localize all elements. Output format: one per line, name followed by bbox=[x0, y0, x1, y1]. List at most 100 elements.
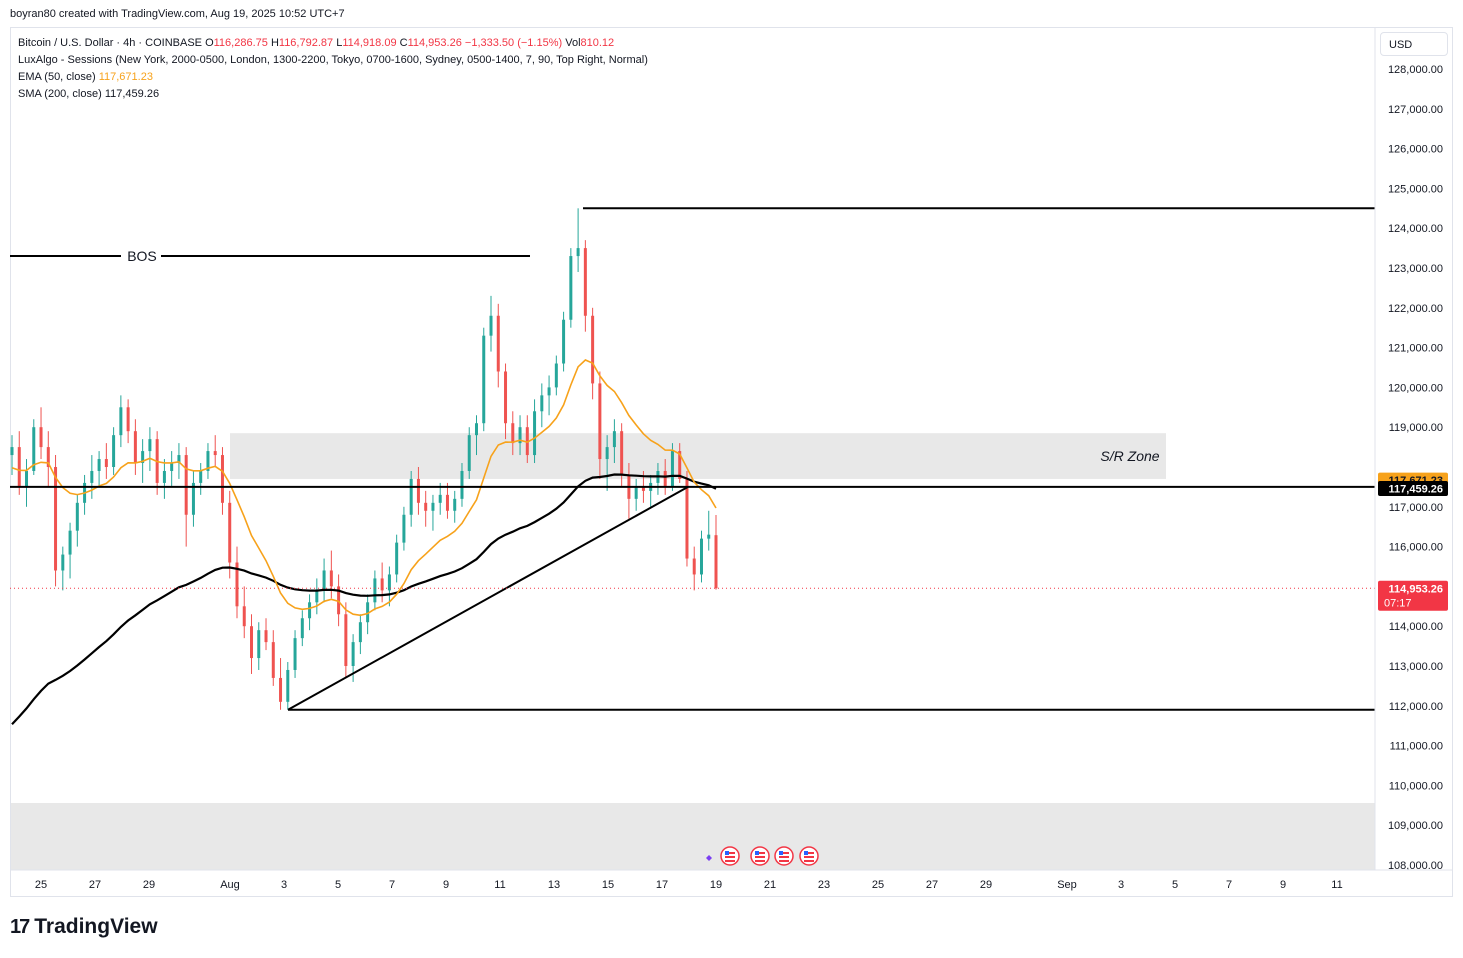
chart-attribution: boyran80 created with TradingView.com, A… bbox=[10, 8, 345, 20]
candle bbox=[344, 602, 348, 678]
candle-body bbox=[119, 407, 123, 436]
ema-label[interactable]: EMA (50, close) bbox=[18, 71, 96, 83]
flag-stripe bbox=[725, 856, 735, 858]
candle bbox=[235, 546, 239, 619]
low-label: L bbox=[336, 37, 343, 49]
sessions-indicator[interactable]: LuxAlgo - Sessions (New York, 2000-0500,… bbox=[18, 54, 648, 66]
candle bbox=[685, 470, 689, 567]
sma-label[interactable]: SMA (200, close) bbox=[18, 88, 102, 100]
candle-body bbox=[293, 638, 297, 670]
candle-body bbox=[90, 470, 94, 483]
candle-body bbox=[562, 319, 566, 364]
candle-body bbox=[504, 371, 508, 424]
candle-body bbox=[678, 451, 682, 479]
volume-value: 810.12 bbox=[580, 37, 615, 49]
candle bbox=[279, 658, 283, 710]
candle bbox=[445, 482, 449, 519]
candle bbox=[373, 570, 377, 611]
us-flag-event-icon bbox=[720, 846, 740, 866]
flag-stripe bbox=[755, 852, 765, 854]
candle bbox=[184, 447, 188, 547]
tradingview-logo[interactable]: 17 TradingView bbox=[10, 915, 158, 939]
candle-body bbox=[612, 431, 616, 448]
sma-200-line bbox=[11, 473, 717, 726]
time-tick-label: 5 bbox=[335, 879, 341, 891]
candle bbox=[424, 490, 428, 527]
candle bbox=[692, 546, 696, 591]
candle-body bbox=[634, 486, 638, 499]
time-tick-label: 7 bbox=[1226, 879, 1232, 891]
candle-body bbox=[460, 470, 464, 499]
candle-body bbox=[264, 630, 268, 643]
legend-sma-row[interactable]: SMA (200, close) 117,459.26 bbox=[18, 86, 648, 103]
candle-body bbox=[220, 455, 224, 503]
time-tick-label: 17 bbox=[656, 879, 668, 891]
candle bbox=[257, 622, 261, 670]
candle bbox=[133, 419, 137, 475]
candle bbox=[300, 610, 304, 647]
candle-body bbox=[387, 574, 391, 591]
price-tick-label: 122,000.00 bbox=[1388, 303, 1443, 315]
candle-body bbox=[337, 586, 341, 615]
legend-symbol-row[interactable]: Bitcoin / U.S. Dollar · 4h · COINBASE O1… bbox=[18, 35, 648, 52]
candle-body bbox=[395, 542, 399, 575]
price-tick-label: 123,000.00 bbox=[1388, 263, 1443, 275]
candle bbox=[699, 530, 703, 583]
flag-canton bbox=[725, 851, 729, 855]
flag-stripe bbox=[779, 852, 789, 854]
candle-body bbox=[61, 554, 65, 571]
candle-body bbox=[358, 622, 362, 643]
chart-frame bbox=[10, 27, 1453, 897]
legend-sessions-row[interactable]: LuxAlgo - Sessions (New York, 2000-0500,… bbox=[18, 52, 648, 69]
candle-body bbox=[162, 470, 166, 483]
candle bbox=[119, 395, 123, 448]
candle-body bbox=[126, 407, 130, 432]
candle bbox=[395, 534, 399, 583]
time-tick-label: 27 bbox=[926, 879, 938, 891]
candle-body bbox=[540, 395, 544, 412]
candle bbox=[206, 443, 210, 479]
symbol-name[interactable]: Bitcoin / U.S. Dollar · 4h · COINBASE bbox=[18, 37, 202, 49]
candle bbox=[286, 662, 290, 710]
candle bbox=[337, 574, 341, 627]
candle bbox=[453, 490, 457, 523]
open-value: 116,286.75 bbox=[213, 37, 268, 49]
price-tick-label: 116,000.00 bbox=[1389, 542, 1443, 554]
currency-button[interactable]: USD bbox=[1380, 32, 1448, 56]
candle bbox=[90, 455, 94, 499]
candle-body bbox=[10, 447, 14, 456]
tradingview-logo-icon: 17 bbox=[10, 915, 30, 938]
price-tick-label: 117,000.00 bbox=[1389, 502, 1443, 514]
candle bbox=[61, 546, 65, 591]
candle bbox=[598, 371, 602, 479]
candle-body bbox=[235, 562, 239, 607]
price-tick-label: 124,000.00 bbox=[1388, 223, 1443, 235]
candle-body bbox=[591, 315, 595, 384]
candle bbox=[199, 463, 203, 495]
flag-stripe bbox=[755, 856, 765, 858]
time-tick-label: 19 bbox=[710, 879, 722, 891]
flag-stripe bbox=[755, 860, 765, 862]
candle bbox=[271, 630, 275, 686]
sma-value: 117,459.26 bbox=[104, 88, 160, 100]
session-band bbox=[11, 803, 1375, 870]
candle-body bbox=[489, 315, 493, 336]
candle-body bbox=[257, 630, 261, 659]
candle-body bbox=[329, 570, 333, 587]
candle-body bbox=[576, 248, 580, 257]
candle-body bbox=[583, 248, 587, 316]
legend-ema-row[interactable]: EMA (50, close) 117,671.23 bbox=[18, 69, 648, 86]
candle-body bbox=[25, 470, 29, 487]
candle-body bbox=[482, 335, 486, 424]
candle-body bbox=[547, 387, 551, 396]
ema-50-line bbox=[11, 359, 717, 617]
sr-zone bbox=[230, 433, 1166, 479]
candle-body bbox=[112, 435, 116, 467]
candle-body bbox=[620, 431, 624, 475]
candle-body bbox=[467, 435, 471, 471]
flag-canton bbox=[779, 851, 783, 855]
ema-value: 117,671.23 bbox=[98, 71, 153, 83]
last-price-badge-countdown: 07:17 bbox=[1384, 597, 1412, 609]
candle bbox=[409, 470, 413, 527]
